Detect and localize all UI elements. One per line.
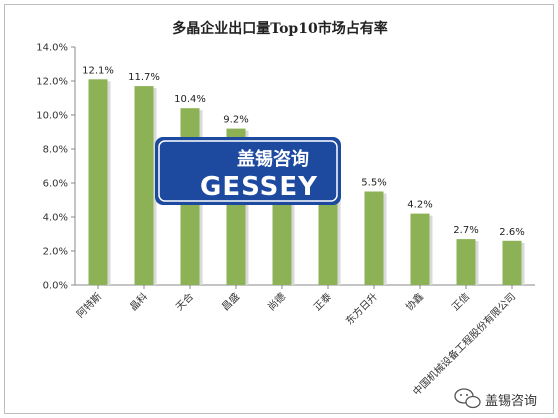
y-tick-label: 10.0% bbox=[36, 111, 68, 122]
chart-title: 多晶企业出口量Top10市场占有率 bbox=[172, 20, 387, 37]
y-tick-label: 8.0% bbox=[43, 145, 68, 156]
data-label: 4.2% bbox=[407, 200, 432, 211]
category-label: 昌盛 bbox=[219, 290, 242, 313]
data-label: 2.7% bbox=[453, 225, 478, 236]
category-label: 天合 bbox=[173, 290, 196, 313]
bar bbox=[88, 79, 108, 285]
y-tick-label: 4.0% bbox=[43, 213, 68, 224]
logo-border bbox=[158, 140, 338, 202]
logo-wordmark: GESSEY bbox=[200, 172, 318, 202]
data-label: 12.1% bbox=[82, 65, 114, 76]
y-tick-label: 0.0% bbox=[43, 281, 68, 292]
y-tick-label: 14.0% bbox=[36, 43, 68, 54]
category-label: 东方日升 bbox=[343, 290, 380, 327]
gessey-logo: 盖锡咨询 GESSEY bbox=[155, 137, 341, 205]
y-tick-label: 6.0% bbox=[43, 179, 68, 190]
watermark: 盖锡咨询 bbox=[454, 388, 537, 409]
category-label: 正泰 bbox=[311, 290, 334, 313]
watermark-text: 盖锡咨询 bbox=[485, 394, 537, 409]
category-label: 尚德 bbox=[265, 290, 288, 313]
y-tick-label: 2.0% bbox=[43, 247, 68, 258]
data-label: 2.6% bbox=[499, 227, 524, 238]
y-tick-label: 12.0% bbox=[36, 77, 68, 88]
data-label: 11.7% bbox=[128, 72, 160, 83]
chart-frame: 多晶企业出口量Top10市场占有率 0.0% 2.0% 4.0% 6.0% 8.0% 10… bbox=[4, 4, 554, 414]
bar bbox=[410, 213, 430, 285]
category-label: 阿特斯 bbox=[74, 290, 104, 320]
data-label: 5.5% bbox=[361, 178, 386, 189]
bar bbox=[456, 239, 476, 285]
data-label: 9.2% bbox=[223, 115, 248, 126]
bar-chart: 多晶企业出口量Top10市场占有率 0.0% 2.0% 4.0% 6.0% 8.0% 10… bbox=[36, 20, 537, 409]
bar bbox=[502, 240, 522, 285]
data-label: 10.4% bbox=[174, 94, 206, 105]
logo-background bbox=[155, 137, 341, 205]
y-axis-ticks: 0.0% 2.0% 4.0% 6.0% 8.0% 10.0% 12.0% 14.0% bbox=[36, 43, 75, 292]
category-label: 协鑫 bbox=[403, 290, 426, 313]
bar bbox=[134, 86, 154, 285]
bar bbox=[364, 191, 384, 285]
category-label: 晶科 bbox=[127, 290, 150, 313]
wechat-icon bbox=[454, 388, 481, 409]
bars bbox=[88, 79, 525, 289]
category-label: 正信 bbox=[449, 291, 472, 314]
logo-chinese-text: 盖锡咨询 bbox=[237, 148, 309, 170]
